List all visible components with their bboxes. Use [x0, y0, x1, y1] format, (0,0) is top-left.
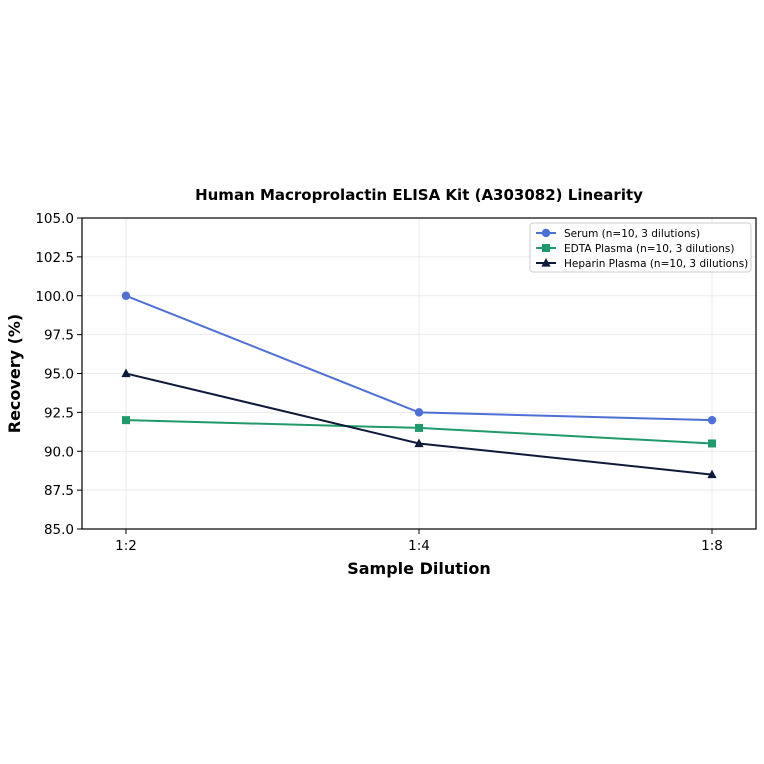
data-point-marker [122, 416, 130, 425]
x-tick-label: 1:2 [115, 538, 137, 554]
series-layer [121, 291, 717, 479]
x-axis-ticks: 1:2 1:4 1:8 [115, 529, 723, 554]
y-tick-label: 90.0 [44, 444, 74, 460]
legend-marker [542, 244, 550, 252]
y-tick-label: 100.0 [35, 289, 74, 305]
legend-label: EDTA Plasma (n=10, 3 dilutions) [564, 243, 734, 255]
legend: Serum (n=10, 3 dilutions) EDTA Plasma (n=… [529, 222, 752, 273]
series-1 [121, 291, 717, 425]
x-tick-label: 1:4 [408, 538, 430, 554]
y-tick-label: 87.5 [44, 483, 74, 499]
y-axis-ticks: 85.0 87.5 90.0 92.5 95.0 97.5 100.0 102.5 105.0 [35, 211, 82, 538]
y-tick-label: 92.5 [44, 405, 74, 421]
data-point-marker [121, 291, 131, 300]
series-2 [122, 416, 716, 448]
y-axis-label: Recovery (%) [5, 314, 24, 433]
y-tick-label: 105.0 [35, 211, 74, 227]
legend-item: Serum (n=10, 3 dilutions) [536, 228, 700, 240]
legend-label: Serum (n=10, 3 dilutions) [564, 228, 700, 240]
legend-label: Heparin Plasma (n=10, 3 dilutions) [564, 258, 748, 270]
legend-box [529, 222, 752, 273]
x-axis-label: Sample Dilution [347, 559, 491, 578]
legend-marker [541, 258, 551, 267]
y-tick-label: 85.0 [44, 522, 74, 538]
legend-marker [541, 228, 551, 238]
chart-title: Human Macroprolactin ELISA Kit (A303082)… [195, 186, 643, 204]
x-tick-label: 1:8 [701, 538, 723, 554]
data-point-marker [414, 408, 424, 417]
legend-item: Heparin Plasma (n=10, 3 dilutions) [536, 258, 748, 270]
plot-area-frame [81, 217, 757, 530]
y-tick-label: 102.5 [35, 250, 74, 266]
data-point-marker [707, 415, 717, 425]
legend-item: EDTA Plasma (n=10, 3 dilutions) [536, 243, 734, 255]
y-tick-label: 97.5 [44, 328, 74, 344]
data-point-marker [121, 368, 131, 378]
data-point-marker [414, 438, 424, 448]
data-point-marker [708, 439, 716, 448]
data-point-marker [415, 423, 423, 432]
data-point-marker [707, 469, 717, 479]
series-3 [121, 368, 717, 479]
y-tick-label: 95.0 [44, 367, 74, 383]
